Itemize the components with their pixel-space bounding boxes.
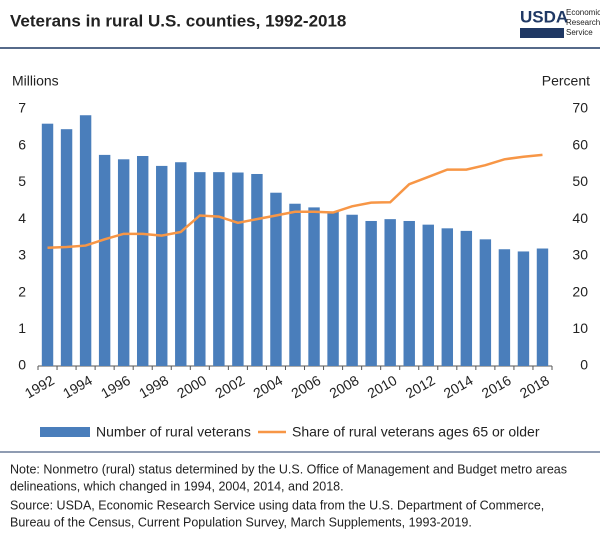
y2-tick-label: 40 — [572, 210, 588, 226]
x-tick-label: 2014 — [441, 372, 476, 402]
x-tick-label: 2002 — [212, 372, 247, 402]
x-tick-label: 2000 — [174, 372, 209, 402]
y-tick-label: 1 — [18, 320, 26, 336]
chart-title: Veterans in rural U.S. counties, 1992-20… — [10, 11, 346, 30]
source: Source: USDA, Economic Research Service … — [10, 498, 544, 512]
y-axis-label: Millions — [12, 73, 59, 89]
legend-label: Share of rural veterans ages 65 or older — [292, 424, 540, 440]
legend-label: Number of rural veterans — [96, 424, 251, 440]
bar — [517, 251, 530, 366]
y-tick-label: 3 — [18, 247, 26, 263]
legend-swatch — [40, 427, 90, 437]
bar — [403, 220, 415, 366]
x-tick-label: 2018 — [517, 372, 552, 402]
x-tick-label: 1996 — [98, 372, 133, 402]
bar — [441, 228, 454, 366]
bar — [384, 219, 396, 366]
bar — [136, 155, 149, 366]
x-tick-label: 2016 — [479, 372, 514, 402]
bar — [98, 154, 111, 366]
bar — [270, 192, 282, 366]
bar — [289, 203, 301, 366]
y2-tick-label: 50 — [572, 173, 588, 189]
logo-text: Economic — [566, 8, 600, 17]
y2-tick-label: 0 — [580, 357, 588, 373]
source: Bureau of the Census, Current Population… — [10, 515, 472, 529]
y2-axis-label: Percent — [542, 73, 590, 89]
y-tick-label: 0 — [18, 357, 26, 373]
x-tick-label: 2012 — [403, 372, 438, 402]
bar — [479, 239, 492, 366]
logo-name: USDA — [520, 7, 568, 26]
y-tick-label: 5 — [18, 173, 26, 189]
x-tick-label: 2008 — [326, 372, 361, 402]
line — [47, 153, 543, 250]
bar — [117, 159, 130, 366]
bar — [251, 173, 263, 366]
bar — [232, 172, 244, 366]
bar — [460, 230, 473, 366]
x-tick-label: 2010 — [365, 372, 400, 402]
x-tick-label: 2006 — [288, 372, 323, 402]
bar — [194, 172, 206, 366]
logo-bar — [520, 28, 564, 38]
x-tick-label: 1998 — [136, 372, 171, 402]
bar — [41, 123, 54, 366]
bar — [422, 224, 434, 366]
note: delineations, which changed in 1994, 200… — [10, 479, 344, 493]
x-tick-label: 1992 — [22, 372, 57, 402]
y2-tick-label: 70 — [572, 100, 588, 116]
bar — [175, 162, 187, 366]
x-tick-label: 2004 — [250, 372, 285, 402]
note: Note: Nonmetro (rural) status determined… — [10, 462, 567, 476]
y2-tick-label: 10 — [572, 320, 588, 336]
y-tick-label: 6 — [18, 136, 26, 152]
y-tick-label: 2 — [18, 283, 26, 299]
bar — [327, 211, 339, 366]
bar — [498, 249, 511, 366]
logo-text: Service — [566, 28, 593, 37]
bar — [213, 172, 225, 366]
bar — [308, 207, 320, 366]
bar — [365, 220, 377, 366]
x-tick-label: 1994 — [60, 372, 95, 402]
bar — [156, 165, 168, 366]
bar — [536, 248, 549, 366]
bar — [346, 214, 358, 366]
bar — [79, 115, 92, 367]
y2-tick-label: 60 — [572, 136, 588, 152]
y-tick-label: 4 — [18, 210, 26, 226]
logo-text: Research — [566, 18, 600, 27]
y2-tick-label: 30 — [572, 247, 588, 263]
y-tick-label: 7 — [18, 100, 26, 116]
y2-tick-label: 20 — [572, 283, 588, 299]
